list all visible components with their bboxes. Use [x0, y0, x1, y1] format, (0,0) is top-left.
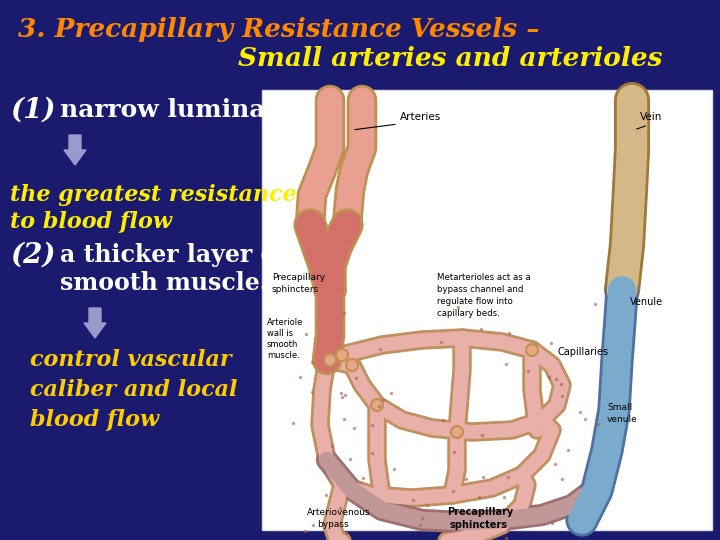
Text: caliber and local: caliber and local [30, 379, 238, 401]
Text: Vein: Vein [640, 112, 662, 122]
Text: Precapillary: Precapillary [447, 507, 513, 517]
Text: Precapillary: Precapillary [272, 273, 325, 282]
Text: 3. Precapillary Resistance Vessels –: 3. Precapillary Resistance Vessels – [18, 17, 539, 43]
Text: capillary beds.: capillary beds. [437, 309, 500, 318]
Text: a thicker layer of: a thicker layer of [60, 243, 287, 267]
Text: Small arteries and arterioles: Small arteries and arterioles [238, 45, 662, 71]
Text: bypass channel and: bypass channel and [437, 285, 523, 294]
Circle shape [336, 349, 348, 361]
Text: Capillaries: Capillaries [557, 347, 608, 357]
Text: Arteries: Arteries [400, 112, 441, 122]
Text: smooth: smooth [267, 340, 298, 349]
Text: control vascular: control vascular [30, 349, 232, 371]
Text: the greatest resistance: the greatest resistance [10, 184, 297, 206]
Bar [262, 90, 712, 530]
Text: venule: venule [607, 415, 638, 424]
Circle shape [346, 359, 358, 371]
FancyArrow shape [64, 135, 86, 165]
Text: regulate flow into: regulate flow into [437, 297, 513, 306]
Text: sphincters: sphincters [272, 285, 319, 294]
Text: blood flow: blood flow [30, 409, 159, 431]
Circle shape [324, 354, 336, 366]
FancyArrow shape [84, 308, 106, 338]
Text: Arteriovenous: Arteriovenous [307, 508, 371, 517]
Text: sphincters: sphincters [450, 520, 508, 530]
Text: to blood flow: to blood flow [10, 211, 172, 233]
Text: Venule: Venule [630, 297, 663, 307]
Circle shape [451, 426, 463, 438]
Text: (2): (2) [10, 241, 55, 268]
Text: wall is: wall is [267, 329, 293, 338]
Text: bypass: bypass [317, 520, 348, 529]
Circle shape [526, 344, 538, 356]
Text: Metarterioles act as a: Metarterioles act as a [437, 273, 531, 282]
Text: narrow lumina: narrow lumina [60, 98, 266, 122]
Circle shape [371, 399, 383, 411]
Text: (1): (1) [10, 97, 55, 124]
Text: Small: Small [607, 403, 632, 412]
Text: muscle.: muscle. [267, 351, 300, 360]
Text: smooth muscle.: smooth muscle. [60, 271, 268, 295]
Text: Arteriole: Arteriole [267, 318, 303, 327]
